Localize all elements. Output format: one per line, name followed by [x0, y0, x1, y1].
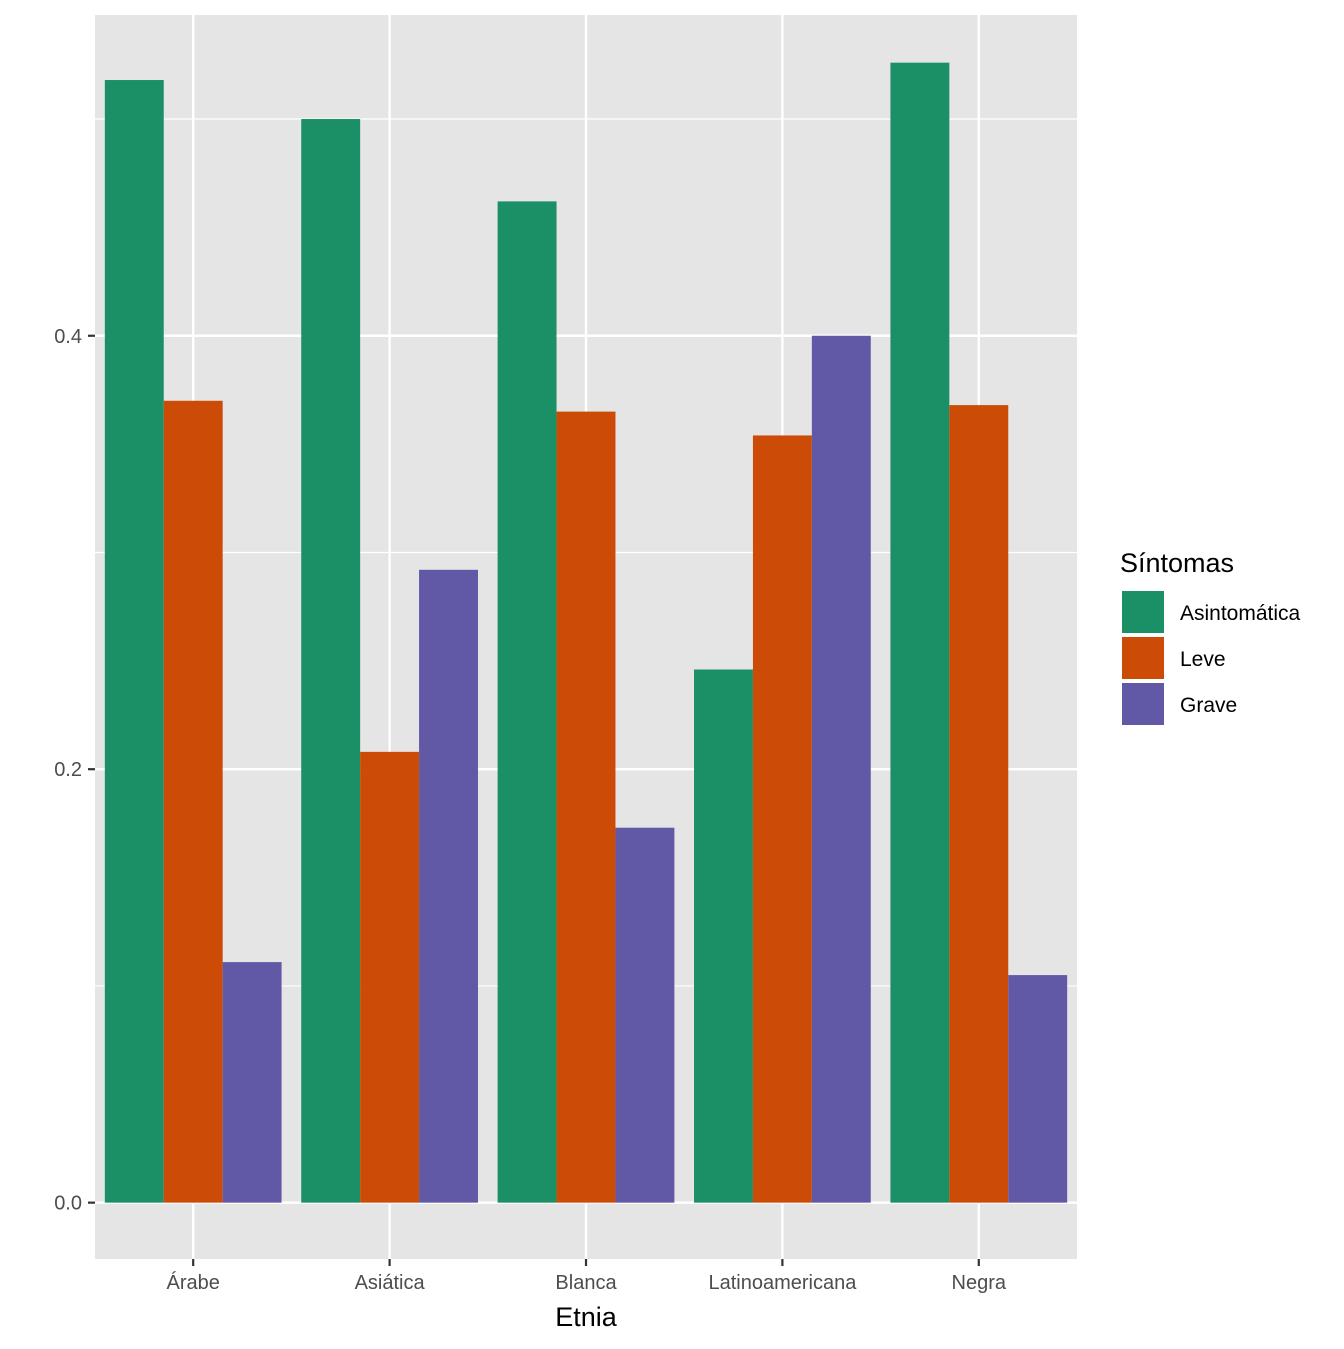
y-tick-label: 0.2	[54, 759, 82, 781]
x-axis-title: Etnia	[555, 1302, 618, 1332]
y-tick-label: 0.0	[54, 1193, 82, 1215]
bar	[556, 411, 616, 1203]
legend-title: Síntomas	[1120, 548, 1234, 578]
bars	[104, 62, 1068, 1203]
bar	[752, 435, 812, 1203]
legend-key	[1120, 681, 1166, 727]
legend-label: Leve	[1180, 648, 1226, 671]
bar	[1008, 975, 1068, 1203]
bar	[222, 962, 282, 1203]
bar	[104, 80, 164, 1203]
bar	[301, 119, 361, 1203]
x-tick-label: Blanca	[555, 1272, 617, 1294]
bar	[949, 405, 1009, 1203]
legend-key	[1120, 635, 1166, 681]
bar	[615, 827, 675, 1203]
bar	[811, 335, 871, 1203]
legend-label: Asintomática	[1180, 602, 1301, 625]
x-axis: Árabe Asiática Blanca Latinoamericana Negra	[167, 1259, 1007, 1294]
bar	[497, 201, 557, 1203]
y-tick-label: 0.4	[54, 326, 82, 348]
bar	[419, 569, 478, 1203]
legend: Síntomas Asintomática Leve Grave	[1120, 548, 1301, 727]
legend-key	[1120, 589, 1166, 635]
x-tick-label: Asiática	[355, 1272, 426, 1294]
x-tick-label: Latinoamericana	[708, 1272, 857, 1294]
x-tick-label: Árabe	[167, 1271, 220, 1294]
bar	[694, 669, 753, 1203]
bar	[360, 751, 420, 1203]
bar	[163, 400, 223, 1203]
bar	[890, 62, 950, 1203]
x-tick-label: Negra	[952, 1272, 1007, 1294]
legend-label: Grave	[1180, 694, 1237, 717]
y-axis: 0.0 0.2 0.4	[54, 326, 95, 1215]
